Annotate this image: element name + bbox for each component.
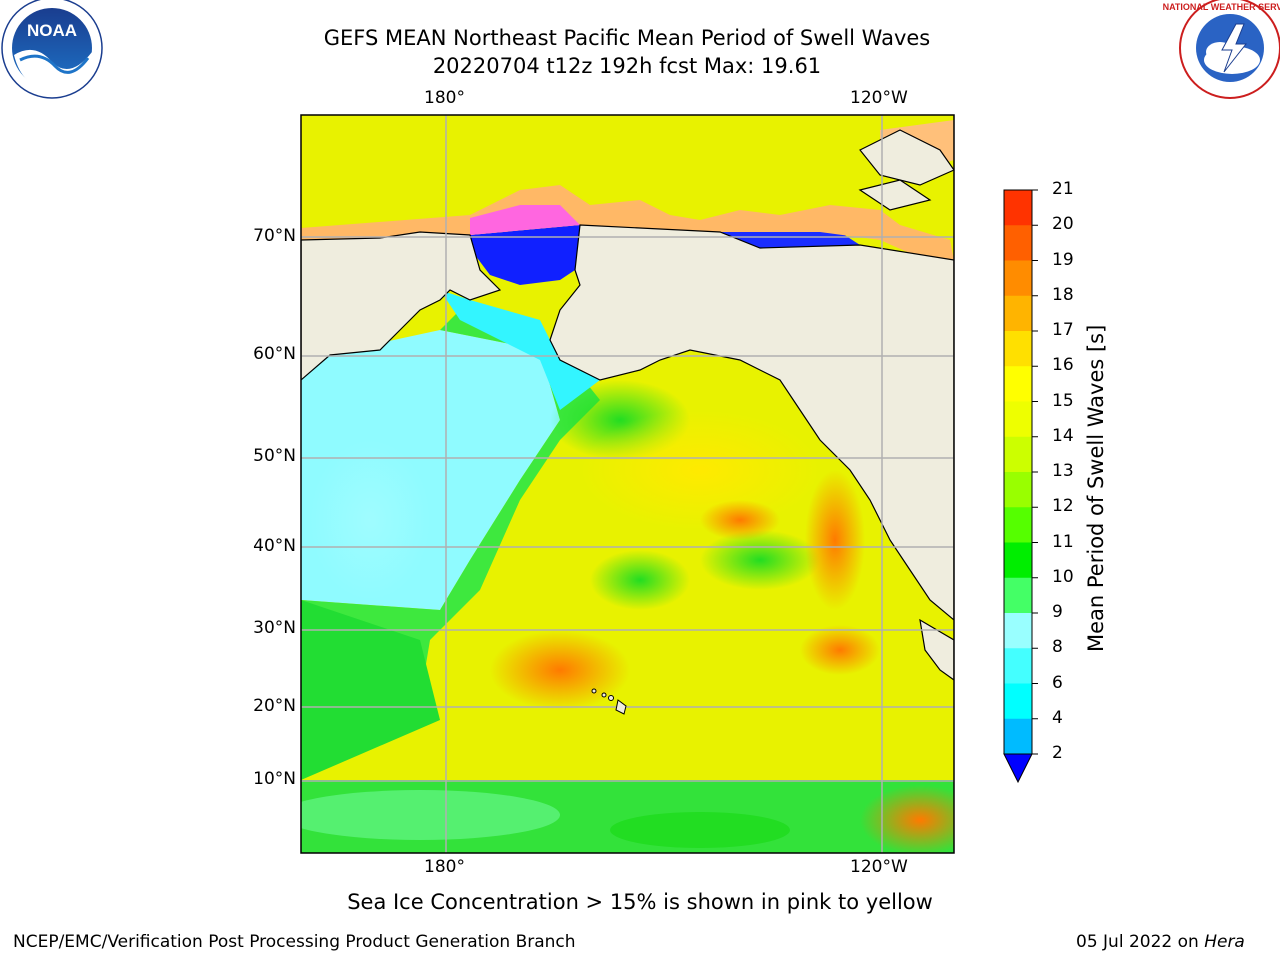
colorbar-tick-label: 21 bbox=[1052, 179, 1074, 199]
colorbar-segment bbox=[1004, 401, 1032, 438]
graticule bbox=[301, 115, 954, 853]
colorbar-segment bbox=[1004, 225, 1032, 261]
lat-label-40n: 40°N bbox=[253, 536, 296, 556]
colorbar-tick-label: 12 bbox=[1052, 496, 1074, 517]
colorbar-tick-label: 4 bbox=[1052, 707, 1063, 728]
footer-credit: NCEP/EMC/Verification Post Processing Pr… bbox=[13, 932, 576, 952]
sea-ice-note: Sea Ice Concentration > 15% is shown in … bbox=[347, 890, 933, 914]
colorbar-tick-label: 18 bbox=[1052, 284, 1074, 305]
colorbar-under-triangle bbox=[1003, 753, 1033, 784]
lat-label-50n: 50°N bbox=[253, 446, 296, 466]
colorbar-segment bbox=[1004, 295, 1032, 332]
colorbar-frame bbox=[1003, 189, 1033, 755]
colorbar-tick-label: 13 bbox=[1052, 461, 1074, 481]
colorbar-tick-label: 8 bbox=[1052, 637, 1063, 658]
colorbar-tick-label: 11 bbox=[1052, 531, 1074, 552]
colorbar-tick-label: 9 bbox=[1052, 602, 1063, 622]
colorbar-tick-label: 19 bbox=[1052, 249, 1074, 270]
colorbar-segment bbox=[1004, 648, 1032, 684]
lat-label-60n: 60°N bbox=[253, 344, 296, 364]
colorbar-segment bbox=[1004, 190, 1032, 226]
lon-label-top-120w: 120°W bbox=[850, 88, 908, 108]
colorbar-tick-label: 20 bbox=[1052, 214, 1074, 235]
colorbar-tick-label: 16 bbox=[1052, 355, 1074, 376]
lon-label-bottom-120w: 120°W bbox=[850, 857, 908, 877]
colorbar-tick-label: 10 bbox=[1052, 566, 1074, 587]
colorbar-tick-label: 2 bbox=[1052, 743, 1063, 763]
lat-label-10n: 10°N bbox=[253, 769, 296, 789]
forecast-subtitle: 20220704 t12z 192h fcst Max: 19.61 bbox=[432, 54, 822, 78]
colorbar-tick-label: 15 bbox=[1052, 390, 1074, 411]
colorbar-tick-label: 17 bbox=[1052, 320, 1074, 340]
lat-label-30n: 30°N bbox=[253, 618, 296, 638]
page-title: GEFS MEAN Northeast Pacific Mean Period … bbox=[323, 26, 931, 50]
colorbar-segment bbox=[1004, 331, 1032, 367]
colorbar-segment bbox=[1004, 472, 1032, 508]
lat-label-70n: 70°N bbox=[253, 226, 296, 246]
nws-logo-text: NATIONAL WEATHER SERVICE bbox=[1163, 2, 1280, 12]
colorbar-segment bbox=[1004, 683, 1032, 720]
colorbar-segment bbox=[1004, 366, 1032, 402]
colorbar-label: Mean Period of Swell Waves [s] bbox=[1084, 324, 1108, 652]
colorbar-tick-label: 6 bbox=[1052, 672, 1063, 693]
colorbar-segment bbox=[1004, 507, 1032, 543]
colorbar-segment bbox=[1004, 718, 1032, 755]
lon-label-bottom-180: 180° bbox=[424, 857, 465, 877]
colorbar-segment bbox=[1004, 260, 1032, 297]
colorbar-segment bbox=[1004, 542, 1032, 579]
footer-date-text: 05 Jul 2022 on bbox=[1076, 932, 1205, 952]
lon-label-top-180: 180° bbox=[424, 88, 465, 108]
colorbar-segment bbox=[1004, 577, 1032, 614]
footer-date: 05 Jul 2022 on Hera bbox=[1076, 932, 1266, 952]
colorbar-segment bbox=[1004, 436, 1032, 473]
footer-machine: Hera bbox=[1204, 932, 1245, 952]
colorbar-tick-label: 14 bbox=[1052, 425, 1074, 446]
colorbar-segment bbox=[1004, 613, 1032, 649]
lat-label-20n: 20°N bbox=[253, 696, 296, 716]
